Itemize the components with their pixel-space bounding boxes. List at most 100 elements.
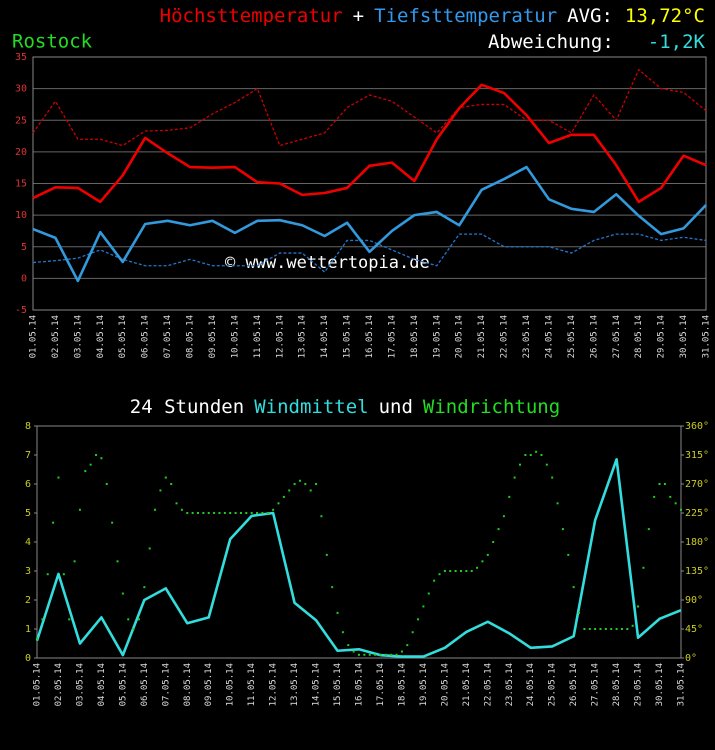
chart-title: 24 Stunden Windmittel und Windrichtung [130, 396, 560, 418]
y2-tick-label: 315° [685, 450, 709, 461]
direction-dot [175, 502, 178, 505]
direction-dot [615, 628, 618, 630]
x-tick-label: 22.05.14 [500, 315, 510, 358]
x-tick-label: 16.05.14 [365, 315, 375, 358]
direction-dot [502, 515, 505, 518]
direction-dot [52, 521, 55, 524]
direction-dot [164, 476, 167, 479]
x-tick-label: 19.05.14 [419, 663, 429, 706]
x-tick-label: 15.05.14 [343, 315, 353, 358]
direction-dot [341, 631, 344, 634]
direction-dot [594, 628, 597, 630]
x-tick-label: 24.05.14 [544, 315, 554, 358]
series-line [32, 83, 707, 204]
x-tick-label: 01.05.14 [33, 663, 43, 706]
plot-frame [32, 56, 707, 311]
legend-entry: Windrichtung [423, 396, 560, 418]
y2-tick-label: 270° [685, 479, 709, 490]
direction-dot [524, 454, 527, 456]
y-tick-label: 20 [15, 147, 27, 158]
direction-dot [572, 586, 575, 589]
x-tick-label: 30.05.14 [655, 663, 665, 706]
direction-dot [374, 653, 377, 656]
x-tick-label: 27.05.14 [612, 315, 622, 358]
title-prefix: 24 Stunden [130, 396, 244, 418]
direction-dot [309, 489, 312, 492]
x-tick-label: 05.05.14 [118, 663, 128, 706]
direction-dot [213, 512, 216, 514]
x-tick-label: 29.05.14 [634, 663, 644, 706]
direction-dot [470, 570, 473, 572]
direction-dot [62, 573, 65, 576]
direction-dot [540, 454, 543, 456]
direction-dot [180, 508, 183, 511]
direction-dot [105, 483, 108, 485]
direction-dot [143, 586, 146, 589]
x-tick-label: 02.05.14 [51, 315, 61, 358]
y-tick-label: 8 [25, 421, 31, 432]
x-tick-label: 07.05.14 [163, 315, 173, 358]
x-tick-label: 21.05.14 [462, 663, 472, 706]
x-tick-label: 11.05.14 [247, 663, 257, 706]
x-tick-label: 31.05.14 [677, 663, 687, 706]
x-tick-label: 31.05.14 [702, 315, 712, 358]
x-tick-label: 26.05.14 [589, 315, 599, 358]
direction-dot [148, 547, 151, 550]
direction-dot [46, 573, 49, 576]
direction-dot [127, 618, 130, 621]
direction-dot [78, 508, 81, 511]
direction-dot [443, 570, 446, 572]
x-tick-label: 23.05.14 [505, 663, 515, 706]
direction-dot [578, 611, 581, 614]
y2-tick-label: 0° [685, 653, 697, 664]
direction-dot [363, 653, 366, 656]
y-tick-label: 35 [15, 52, 27, 63]
y-tick-label: 10 [15, 210, 27, 221]
y-tick-label: 3 [25, 566, 31, 577]
direction-dot [465, 570, 468, 572]
direction-dot [417, 618, 420, 621]
direction-dot [68, 618, 71, 621]
direction-dot [583, 628, 586, 630]
x-tick-label: 05.05.14 [118, 315, 128, 358]
direction-dot [433, 579, 436, 582]
direction-dot [116, 560, 119, 563]
direction-dot [261, 512, 264, 514]
x-tick-label: 04.05.14 [96, 315, 106, 358]
direction-dot [449, 570, 452, 572]
x-tick-label: 20.05.14 [455, 315, 465, 358]
x-tick-label: 17.05.14 [387, 315, 397, 358]
x-tick-label: 08.05.14 [186, 315, 196, 358]
x-tick-label: 09.05.14 [208, 315, 218, 358]
x-tick-label: 15.05.14 [333, 663, 343, 706]
direction-dot [304, 483, 307, 485]
direction-dot [256, 512, 259, 514]
direction-dot [427, 592, 430, 595]
x-tick-label: 03.05.14 [73, 315, 83, 358]
direction-dot [89, 463, 92, 466]
direction-dot [202, 512, 205, 514]
x-tick-label: 27.05.14 [591, 663, 601, 706]
direction-dot [454, 570, 457, 572]
x-tick-label: 29.05.14 [657, 315, 667, 358]
y-tick-label: 6 [25, 479, 31, 490]
x-tick-label: 25.05.14 [548, 663, 558, 706]
y-tick-label: 7 [25, 450, 31, 461]
y2-tick-label: 90° [685, 595, 703, 606]
direction-dot [320, 515, 323, 518]
x-tick-label: 14.05.14 [320, 315, 330, 358]
x-tick-label: 11.05.14 [253, 315, 263, 358]
direction-dot [352, 650, 355, 653]
location: Rostock [12, 31, 93, 53]
direction-dot [438, 573, 441, 576]
direction-dot [84, 470, 87, 473]
x-tick-label: 26.05.14 [569, 663, 579, 706]
deviation: Abweichung: -1,2K [488, 31, 706, 53]
reference-line [32, 233, 707, 273]
direction-dot [508, 495, 511, 498]
direction-dot [390, 653, 393, 656]
x-tick-label: 28.05.14 [634, 315, 644, 358]
y-tick-label: -5 [15, 305, 27, 316]
direction-dot [476, 566, 479, 569]
